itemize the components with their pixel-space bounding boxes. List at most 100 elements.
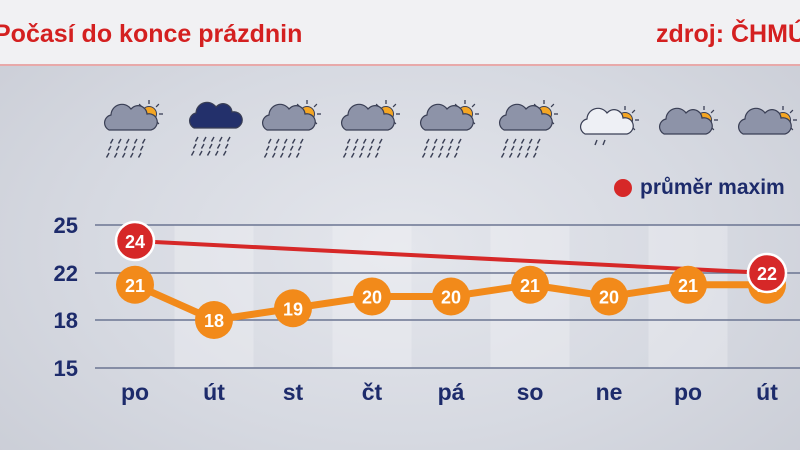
- rain-drop: [421, 152, 426, 158]
- rain-drop: [139, 145, 144, 151]
- rain-drop: [457, 138, 462, 144]
- data-label: 24: [125, 232, 145, 252]
- forecast-point: [353, 277, 391, 316]
- partly-cloudy-rain-icon: [340, 100, 400, 158]
- rain-drop: [295, 152, 300, 158]
- sun-ray: [313, 103, 318, 108]
- column-band: [174, 225, 254, 368]
- y-tick-label: 15: [54, 356, 78, 381]
- rain-drop: [297, 145, 302, 151]
- rain-drop: [520, 138, 525, 144]
- cloud-shape: [658, 107, 713, 135]
- partly-cloudy-rain-icon: [498, 100, 558, 158]
- rain-drop: [190, 150, 195, 156]
- data-label: 20: [599, 288, 619, 308]
- rain-drop: [368, 145, 373, 151]
- legend-marker: [614, 179, 632, 197]
- rain-drop: [455, 145, 460, 151]
- rain-drop: [281, 145, 286, 151]
- rain-drop: [602, 139, 606, 146]
- rain-drop: [350, 152, 355, 158]
- partly-cloudy-rain-icon: [261, 100, 321, 158]
- rain-drop: [287, 152, 292, 158]
- forecast-point: [590, 277, 628, 316]
- x-tick-label: st: [283, 379, 304, 405]
- rain-drop: [222, 150, 227, 156]
- rain-drop: [133, 138, 138, 144]
- rain-drop: [210, 136, 215, 142]
- x-tick-label: ne: [596, 379, 623, 405]
- rain-drop: [512, 138, 517, 144]
- rain-drop: [299, 138, 304, 144]
- rain-drop: [425, 138, 430, 144]
- rain-drop: [141, 138, 146, 144]
- rain-drop: [429, 152, 434, 158]
- rain-drop: [291, 138, 296, 144]
- rain-drop: [532, 152, 537, 158]
- rain-drop: [283, 138, 288, 144]
- sun-ray: [789, 109, 794, 114]
- rain-drop: [109, 138, 114, 144]
- rain-drop: [214, 150, 219, 156]
- rain-drop: [137, 152, 142, 158]
- partly-cloudy-rain-icon: [419, 100, 479, 158]
- x-tick-label: pá: [438, 379, 465, 405]
- rain-drop: [594, 139, 598, 146]
- rain-cloud-icon: [188, 101, 243, 156]
- rain-drop: [366, 152, 371, 158]
- y-tick-label: 18: [54, 308, 78, 333]
- rain-drop: [534, 145, 539, 151]
- y-tick-label: 25: [54, 213, 78, 238]
- cloud-shape: [419, 103, 474, 131]
- y-tick-label: 22: [54, 261, 78, 286]
- rain-drop: [194, 136, 199, 142]
- rain-drop: [362, 138, 367, 144]
- rain-drop: [267, 138, 272, 144]
- rain-drop: [206, 150, 211, 156]
- rain-drop: [200, 143, 205, 149]
- cloud-shape: [188, 101, 243, 129]
- forecast-point: [274, 289, 312, 328]
- x-tick-label: po: [674, 379, 702, 405]
- cloud-shape: [340, 103, 395, 131]
- data-label: 21: [678, 276, 698, 296]
- sun-ray: [155, 103, 160, 108]
- cloud-shape: [579, 107, 634, 135]
- rain-drop: [263, 152, 268, 158]
- sun-ray: [550, 103, 555, 108]
- rain-drop: [131, 145, 136, 151]
- rain-drop: [374, 152, 379, 158]
- forecast-point: [669, 265, 707, 304]
- sun-ray: [631, 109, 636, 114]
- rain-drop: [433, 138, 438, 144]
- rain-drop: [360, 145, 365, 151]
- rain-drop: [453, 152, 458, 158]
- sun-ray: [392, 103, 397, 108]
- sun-ray: [710, 109, 715, 114]
- rain-drop: [358, 152, 363, 158]
- rain-drop: [354, 138, 359, 144]
- data-label: 21: [125, 276, 145, 296]
- rain-drop: [226, 136, 231, 142]
- rain-drop: [273, 145, 278, 151]
- rain-drop: [129, 152, 134, 158]
- rain-drop: [504, 138, 509, 144]
- rain-drop: [510, 145, 515, 151]
- rain-drop: [346, 138, 351, 144]
- rain-drop: [437, 152, 442, 158]
- average-point: [746, 252, 788, 294]
- legend-label: průměr maxim: [640, 176, 785, 199]
- rain-drop: [105, 152, 110, 158]
- rain-drop: [344, 145, 349, 151]
- rain-drop: [447, 145, 452, 151]
- cloud-shape: [103, 103, 158, 131]
- rain-drop: [271, 152, 276, 158]
- partly-cloudy-icon: [737, 106, 797, 135]
- rain-drop: [216, 143, 221, 149]
- partly-cloudy-rain-icon: [103, 100, 163, 158]
- chart-title: Počasí do konce prázdnin: [0, 20, 303, 48]
- cloud-shape: [498, 103, 553, 131]
- x-tick-label: út: [203, 379, 225, 405]
- x-tick-label: so: [517, 379, 544, 405]
- rain-drop: [289, 145, 294, 151]
